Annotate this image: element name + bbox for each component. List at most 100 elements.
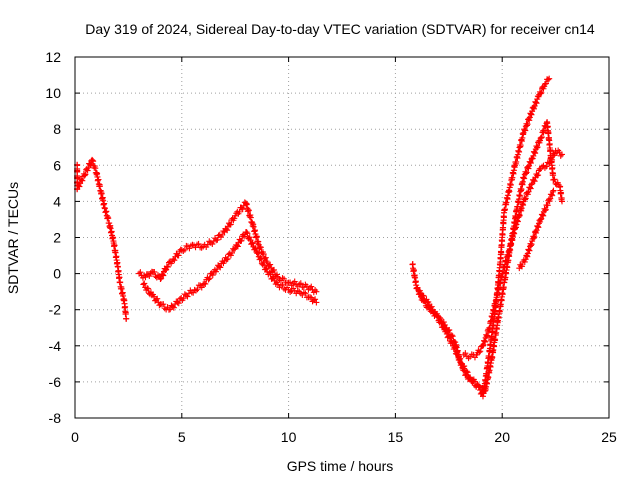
data-point <box>449 339 456 346</box>
data-point <box>533 144 540 151</box>
data-point <box>141 280 148 287</box>
data-point <box>236 208 243 215</box>
data-point <box>297 280 304 287</box>
data-point <box>527 185 534 192</box>
data-point <box>260 251 267 258</box>
data-point <box>463 368 470 375</box>
data-point <box>154 295 161 302</box>
data-point <box>542 206 549 213</box>
data-point <box>533 100 540 107</box>
data-point <box>231 246 238 253</box>
data-point <box>257 244 264 251</box>
y-tick-label: 8 <box>53 121 61 137</box>
data-point <box>306 294 313 301</box>
data-point <box>527 111 534 118</box>
y-tick-labels: -8 -6 -4 -2 0 2 4 6 8 10 12 <box>45 49 61 426</box>
y-tick-label: 12 <box>45 49 61 65</box>
data-point <box>209 272 216 279</box>
data-point <box>181 246 188 253</box>
y-tick-label: 10 <box>45 85 61 101</box>
data-point <box>416 287 423 294</box>
data-point <box>204 241 211 248</box>
y-tick-label: 4 <box>53 193 61 209</box>
data-point <box>84 167 91 174</box>
data-point <box>454 349 461 356</box>
data-point <box>76 183 83 190</box>
data-point <box>164 263 171 270</box>
data-point <box>81 172 88 179</box>
data-point <box>209 241 216 248</box>
x-axis-label: GPS time / hours <box>287 458 394 474</box>
data-point <box>527 160 534 167</box>
data-point <box>195 240 202 247</box>
data-point <box>521 258 528 265</box>
data-point <box>254 250 261 257</box>
data-point <box>159 271 166 278</box>
data-point <box>123 315 130 322</box>
data-point <box>308 283 315 290</box>
data-point <box>537 216 544 223</box>
data-point <box>540 212 547 219</box>
y-tick-label: -6 <box>49 374 62 390</box>
chart-title: Day 319 of 2024, Sidereal Day-to-day VTE… <box>85 21 595 37</box>
data-point <box>246 234 253 241</box>
data-point <box>525 188 532 195</box>
data-point <box>545 76 552 83</box>
data-point <box>538 89 545 96</box>
data-point <box>184 293 191 300</box>
data-point <box>273 271 280 278</box>
data-point <box>438 319 445 326</box>
data-point <box>543 163 550 170</box>
data-point <box>542 80 549 87</box>
data-point <box>476 383 483 390</box>
data-point <box>457 355 464 362</box>
data-point <box>537 90 544 97</box>
data-point <box>191 286 198 293</box>
data-point <box>476 349 483 356</box>
x-tick-label: 15 <box>388 429 404 445</box>
data-point <box>544 202 551 209</box>
data-point <box>205 276 212 283</box>
data-point <box>520 174 527 181</box>
data-point <box>238 237 245 244</box>
data-point <box>523 169 530 176</box>
data-point <box>137 269 144 276</box>
data-point <box>452 345 459 352</box>
data-point <box>243 229 250 236</box>
series-segment-3 <box>140 229 320 313</box>
data-point <box>547 195 554 202</box>
series-segment-2 <box>136 199 320 296</box>
data-point <box>527 159 534 166</box>
data-point <box>448 332 455 339</box>
data-point <box>271 266 278 273</box>
data-point <box>557 152 564 159</box>
data-point <box>531 149 538 156</box>
data-point <box>529 155 536 162</box>
data-point <box>538 134 545 141</box>
data-point <box>521 196 528 203</box>
data-point <box>180 295 187 302</box>
data-point <box>530 235 537 242</box>
data-point <box>194 241 201 248</box>
data-point <box>206 275 213 282</box>
data-points <box>74 75 566 400</box>
data-point <box>224 255 231 262</box>
data-point <box>185 290 192 297</box>
data-point <box>535 172 542 179</box>
y-tick-label: -8 <box>49 410 62 426</box>
data-point <box>534 223 541 230</box>
data-point <box>522 127 529 134</box>
data-point <box>287 279 294 286</box>
data-point <box>521 175 528 182</box>
data-point <box>461 363 468 370</box>
data-point <box>160 301 167 308</box>
data-point <box>263 265 270 272</box>
data-point <box>281 275 288 282</box>
data-point <box>531 233 538 240</box>
data-point <box>86 161 93 168</box>
data-point <box>548 191 555 198</box>
data-point <box>194 286 201 293</box>
x-tick-label: 10 <box>281 429 297 445</box>
data-point <box>525 165 532 172</box>
